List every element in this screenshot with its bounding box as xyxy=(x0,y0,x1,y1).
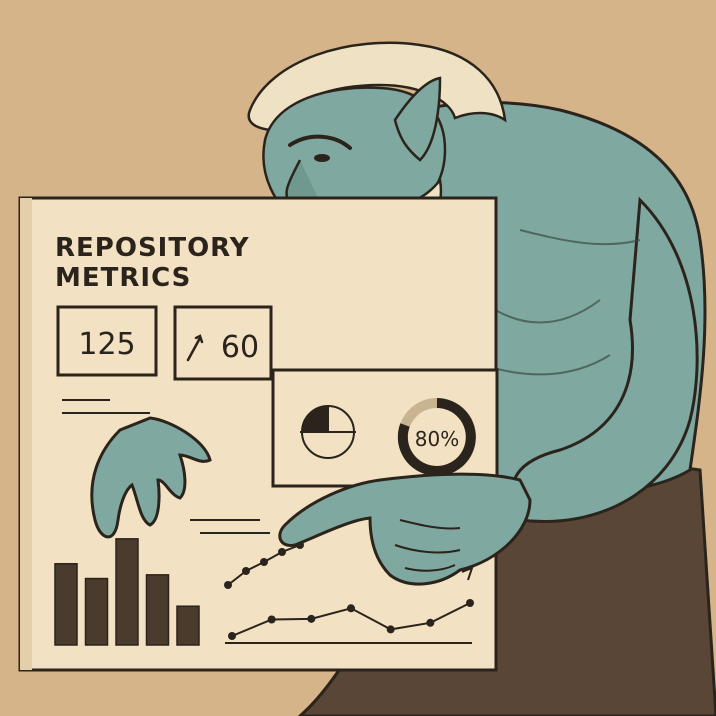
line-point xyxy=(224,581,232,589)
board-edge xyxy=(20,198,32,670)
troll-finger-lines xyxy=(394,519,461,572)
trend-arrowhead xyxy=(461,566,474,581)
metric-trend-value: 60 xyxy=(221,330,259,365)
line-point xyxy=(347,604,355,613)
pie-chart xyxy=(300,404,356,459)
bar xyxy=(176,605,200,646)
line-point xyxy=(307,614,316,623)
bar-chart xyxy=(54,538,200,646)
troll-brow xyxy=(288,134,352,150)
troll-ear xyxy=(393,76,442,162)
pie-slice xyxy=(300,404,329,433)
troll-left-hand xyxy=(90,416,212,539)
metric-primary-value: 125 xyxy=(78,327,135,362)
line-point xyxy=(242,567,250,575)
troll-eye xyxy=(314,154,330,162)
metric-card-primary xyxy=(56,305,158,377)
bar xyxy=(145,574,170,646)
trend-up-arrow-icon xyxy=(186,334,204,362)
board-text-lines xyxy=(62,399,270,534)
board-title-line2: METRICS xyxy=(55,263,191,293)
bar xyxy=(84,577,109,646)
troll-right-hand xyxy=(278,472,532,586)
line-point xyxy=(386,625,395,634)
line-point xyxy=(426,618,435,627)
line-point xyxy=(260,558,268,566)
donut-label: 80% xyxy=(415,427,459,451)
line-point xyxy=(278,548,286,556)
line-point xyxy=(228,632,236,640)
troll-hands xyxy=(90,416,532,586)
bar xyxy=(54,563,78,646)
metric-card-trend xyxy=(173,305,273,381)
troll-right-arm xyxy=(510,196,699,523)
board-title-line1: REPOSITORY xyxy=(55,233,250,263)
line-point xyxy=(466,599,474,607)
donut-progress xyxy=(397,398,476,476)
metrics-subpanel: 80% xyxy=(271,368,499,488)
pie-slice xyxy=(300,404,355,459)
line-point xyxy=(267,615,276,624)
bar xyxy=(115,538,139,646)
